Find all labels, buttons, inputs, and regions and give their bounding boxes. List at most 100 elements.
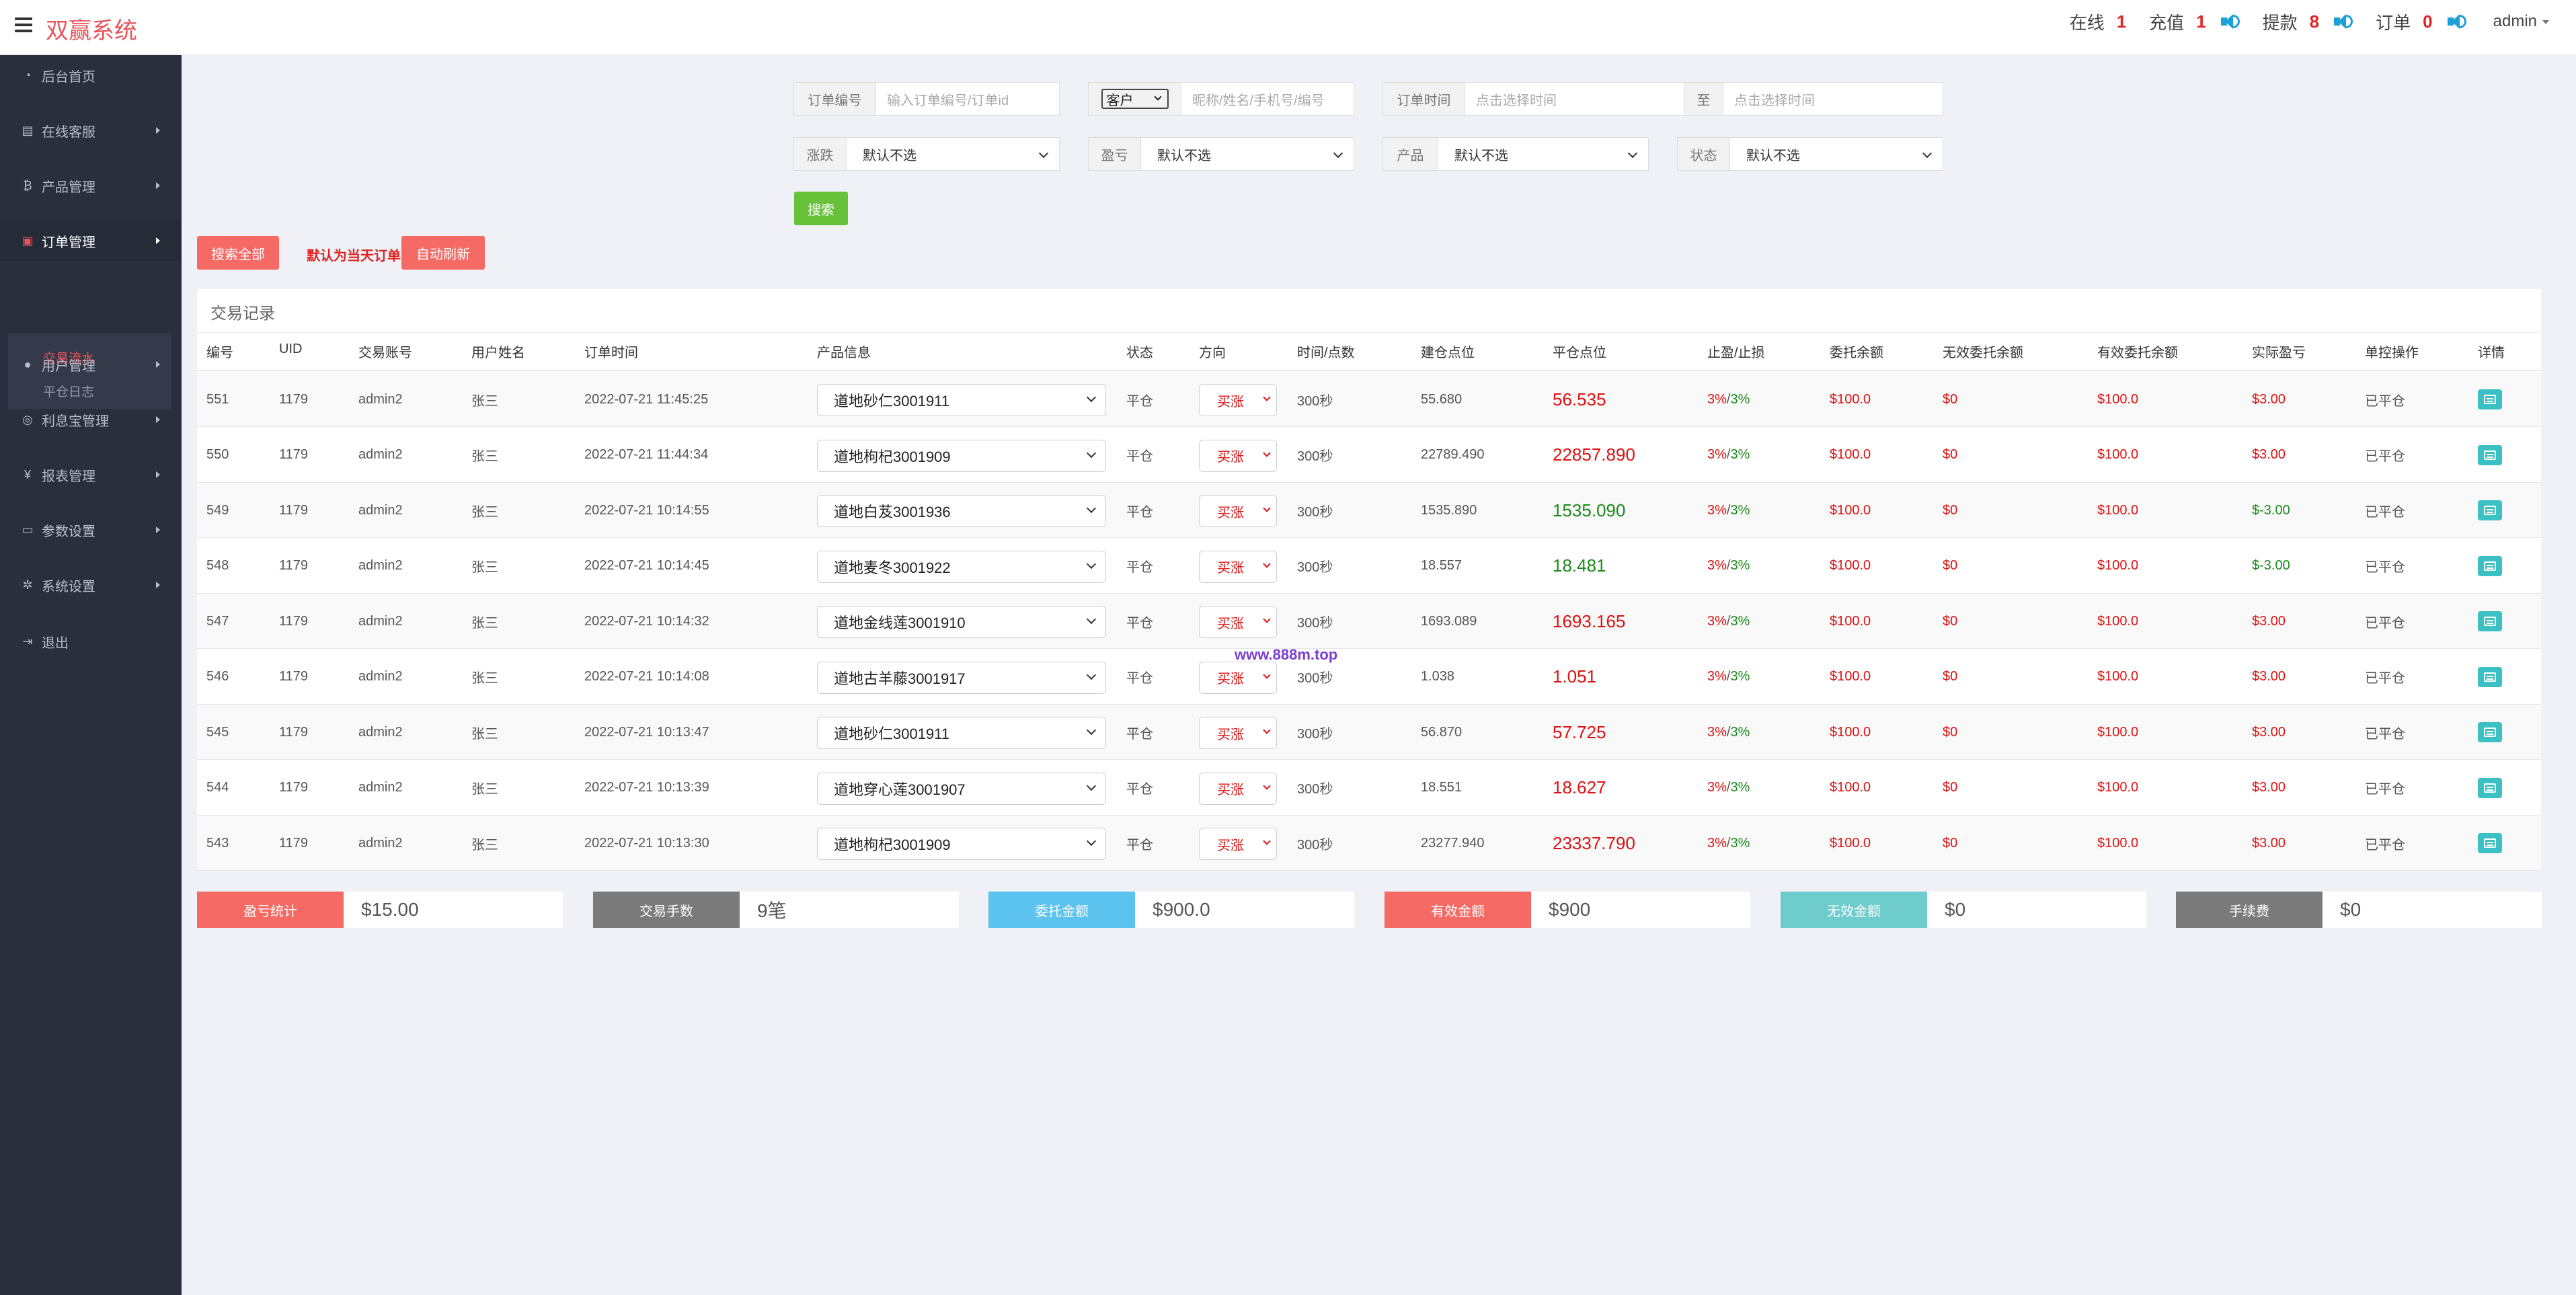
cell-valid: $100.0 — [2097, 669, 2139, 684]
stop-loss: 3% — [1730, 835, 1750, 851]
product-select[interactable]: 道地麦冬3001922 — [817, 550, 1106, 583]
detail-icon[interactable] — [2478, 444, 2502, 465]
product-select[interactable]: 道地白芨3001936 — [817, 495, 1106, 527]
sidebar-item-6[interactable]: ¥ 报表管理 — [0, 455, 182, 495]
cell-account: admin2 — [358, 613, 403, 629]
direction-select[interactable]: 买涨 — [1199, 439, 1277, 472]
caret-right-icon — [156, 237, 160, 244]
sidebar-item-5[interactable]: ◎ 利息宝管理 — [0, 399, 182, 440]
transaction-panel: 交易记录 编号 UID 交易账号 用户姓名 订单时间 产品信息 状态 方向 时间/点数 建仓点位平… — [197, 289, 2541, 871]
status-select[interactable]: 默认不选 — [1730, 138, 1943, 170]
cell-close-price: 1535.090 — [1553, 500, 1626, 520]
time-start-input[interactable]: 点击选择时间 — [1465, 83, 1684, 115]
cell-close-price: 57.725 — [1553, 721, 1606, 742]
product-select[interactable]: 道地枸杞3001909 — [817, 439, 1106, 472]
time-end-input[interactable]: 点击选择时间 — [1734, 93, 1815, 108]
table-row: 550 1179 admin2 张三 2022-07-21 11:44:34 道地枸杞30… — [197, 428, 2541, 483]
cell-status: 平仓 — [1126, 393, 1153, 409]
sidebar-item-7[interactable]: ▭ 参数设置 — [0, 510, 182, 550]
header-stat-2[interactable]: 提款 8 — [2263, 9, 2353, 34]
sidebar-item-9[interactable]: ⇥ 退出 — [0, 621, 182, 662]
search-button[interactable]: 搜索 — [794, 192, 848, 225]
summary-value: $900.0 — [1153, 899, 1210, 920]
take-profit: 3% — [1707, 613, 1727, 629]
header-stat-3[interactable]: 订单 0 — [2376, 9, 2466, 34]
direction-select[interactable]: 买涨 — [1199, 717, 1277, 749]
detail-icon[interactable] — [2478, 555, 2502, 576]
detail-icon[interactable] — [2478, 500, 2502, 520]
sidebar-item-4[interactable]: ● 用户管理 — [0, 344, 182, 385]
detail-icon[interactable] — [2478, 833, 2502, 853]
order-time-label: 订单时间 — [1383, 83, 1465, 115]
separator: / — [1726, 502, 1731, 518]
direction-select[interactable]: 买涨 — [1199, 772, 1277, 805]
take-profit: 3% — [1707, 447, 1727, 462]
cell-account: admin2 — [358, 502, 403, 518]
menu-toggle-icon[interactable] — [15, 17, 32, 32]
column-header-3: 用户姓名 — [471, 346, 525, 360]
detail-icon[interactable] — [2478, 389, 2502, 409]
cell-open-price: 22789.490 — [1421, 447, 1485, 462]
customer-select[interactable]: 客户 — [1101, 89, 1169, 109]
stop-loss: 3% — [1730, 558, 1750, 573]
sidebar-item-2[interactable]: ₿ 产品管理 — [0, 165, 182, 206]
cell-id: 543 — [206, 835, 229, 851]
product-name: 道地穿心莲3001907 — [834, 781, 966, 798]
chevron-down-icon — [1086, 836, 1097, 847]
direction-select[interactable]: 买涨 — [1199, 661, 1277, 694]
header-stat-0[interactable]: 在线 1 — [2070, 9, 2126, 34]
product-select[interactable]: 道地砂仁3001911 — [817, 384, 1106, 416]
cell-uid: 1179 — [279, 835, 309, 851]
direction-select[interactable]: 买涨 — [1199, 828, 1277, 860]
updown-select[interactable]: 默认不选 — [847, 138, 1059, 170]
speaker-icon[interactable] — [2446, 13, 2466, 30]
cell-tp-sl: 3%/3% — [1707, 760, 1750, 816]
summary-value: $15.00 — [361, 899, 419, 920]
detail-icon[interactable] — [2478, 722, 2502, 742]
chevron-down-icon — [1086, 781, 1097, 791]
cell-name: 张三 — [471, 504, 498, 520]
dashboard-icon: ◔ — [24, 68, 32, 82]
sidebar-item-8[interactable]: ✲ 系统设置 — [0, 565, 182, 605]
detail-icon[interactable] — [2478, 666, 2502, 687]
product-select[interactable]: 道地穿心莲3001907 — [817, 772, 1106, 805]
submenu-item-transactions[interactable]: 交易流水 — [43, 352, 95, 366]
to-label: 至 — [1684, 83, 1723, 115]
product-select[interactable]: 默认不选 — [1438, 138, 1648, 170]
detail-icon[interactable] — [2478, 611, 2502, 631]
header-stat-count: 1 — [2116, 11, 2127, 32]
sidebar-item-0[interactable]: ◔ 后台首页 — [0, 55, 182, 95]
header-stat-count: 1 — [2196, 11, 2206, 32]
product-select[interactable]: 道地砂仁3001911 — [817, 717, 1106, 749]
order-no-input[interactable]: 输入订单编号/订单id — [887, 93, 1009, 108]
detail-icon[interactable] — [2478, 777, 2502, 798]
product-select[interactable]: 道地金线莲3001910 — [817, 606, 1106, 638]
search-all-button[interactable]: 搜索全部 — [197, 236, 279, 270]
sidebar-item-1[interactable]: ▤ 在线客服 — [0, 110, 182, 151]
direction-value: 买涨 — [1217, 838, 1244, 853]
separator: / — [1726, 724, 1731, 740]
table-row: 543 1179 admin2 张三 2022-07-21 10:13:30 道地枸杞30… — [197, 816, 2541, 871]
separator: / — [1726, 835, 1731, 851]
speaker-icon[interactable] — [2220, 13, 2240, 30]
table-row: 545 1179 admin2 张三 2022-07-21 10:13:47 道地砂仁30… — [197, 705, 2541, 760]
speaker-icon[interactable] — [2333, 13, 2353, 30]
product-select[interactable]: 道地枸杞3001909 — [817, 828, 1106, 860]
direction-select[interactable]: 买涨 — [1199, 550, 1277, 583]
table-row: 547 1179 admin2 张三 2022-07-21 10:14:32 道地金线莲3… — [197, 594, 2541, 649]
profit-select[interactable]: 默认不选 — [1141, 138, 1354, 170]
direction-select[interactable]: 买涨 — [1199, 384, 1277, 416]
product-select[interactable]: 道地古羊藤3001917 — [817, 661, 1106, 694]
user-menu[interactable]: admin — [2493, 12, 2549, 31]
direction-select[interactable]: 买涨 — [1199, 606, 1277, 638]
chevron-down-icon — [1263, 781, 1271, 790]
cell-uid: 1179 — [279, 558, 309, 573]
direction-select[interactable]: 买涨 — [1199, 495, 1277, 527]
sidebar-item-3[interactable]: ▣ 订单管理 — [0, 221, 182, 261]
cell-pnl: $3.00 — [2252, 447, 2286, 462]
customer-input[interactable]: 昵称/姓名/手机号/编号 — [1192, 93, 1325, 108]
header-stat-1[interactable]: 充值 1 — [2149, 9, 2240, 34]
auto-refresh-button[interactable]: 自动刷新 — [401, 236, 485, 270]
summary-value: $0 — [1945, 899, 1966, 920]
submenu-item-close-log[interactable]: 平仓日志 — [43, 385, 95, 399]
